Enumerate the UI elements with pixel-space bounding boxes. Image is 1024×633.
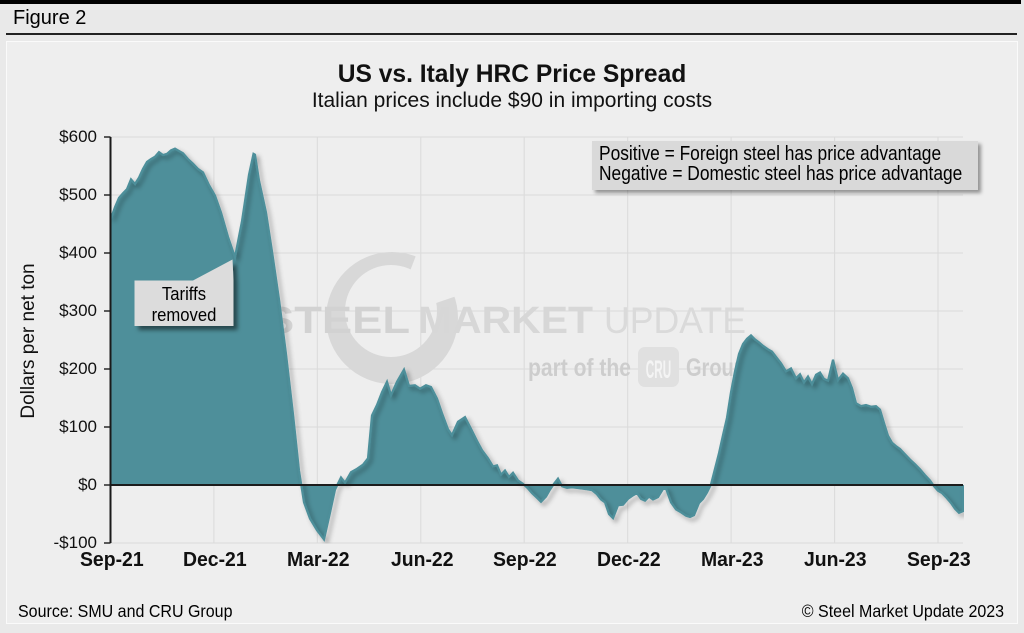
svg-text:part of the: part of the bbox=[528, 354, 631, 382]
svg-text:CRU: CRU bbox=[646, 356, 671, 384]
svg-text:UPDATE: UPDATE bbox=[604, 300, 746, 341]
svg-text:MARKET: MARKET bbox=[418, 300, 593, 342]
svg-text:STEEL: STEEL bbox=[264, 300, 410, 342]
